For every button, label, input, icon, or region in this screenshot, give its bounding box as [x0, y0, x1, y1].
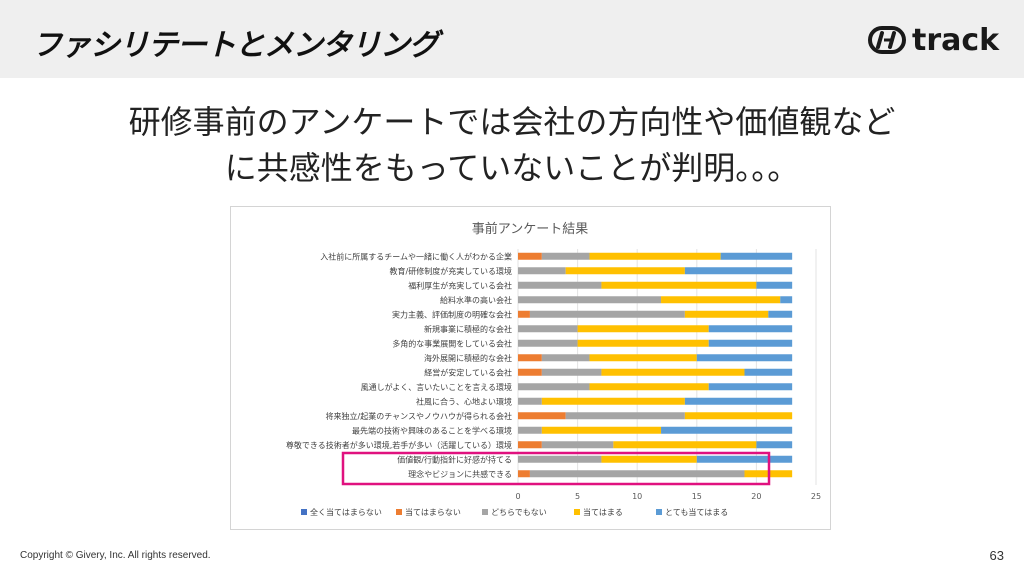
bar-segment — [684, 267, 793, 275]
bar-segment — [601, 281, 757, 289]
bar-segment — [601, 455, 697, 463]
category-label: 最先端の技術や興味のあることを学べる環境 — [352, 425, 512, 435]
category-label: 新規事業に積極的な会社 — [424, 324, 512, 334]
bar-segment — [518, 441, 542, 449]
bar-segment — [518, 368, 542, 376]
legend-label: 当てはまる — [583, 507, 623, 517]
header-bar: ファシリテートとメンタリング track — [0, 0, 1024, 78]
category-label: 多角的な事業展開をしている会社 — [392, 338, 512, 348]
bar-segment — [708, 325, 793, 333]
bar-segment — [589, 252, 721, 260]
category-label: 給料水準の高い会社 — [440, 295, 512, 305]
bar-segment — [684, 412, 793, 420]
bar-segment — [613, 441, 757, 449]
category-label: 将来独立/起業のチャンスやノウハウが得られる会社 — [326, 411, 512, 421]
bar-segment — [518, 296, 662, 304]
bar-segment — [518, 397, 542, 405]
x-tick-label: 20 — [751, 492, 761, 501]
slide-title: ファシリテートとメンタリング — [32, 28, 439, 63]
bar-segment — [780, 296, 793, 304]
bar-segment — [601, 368, 745, 376]
bar-segment — [541, 354, 590, 362]
track-logo: track — [868, 20, 999, 60]
bar-segment — [756, 281, 793, 289]
bar-segment — [696, 455, 793, 463]
category-label: 福利厚生が充実している会社 — [408, 280, 512, 290]
track-logo-icon — [868, 26, 906, 54]
headline-line-1: 研修事前のアンケートでは会社の方向性や価値観など — [128, 103, 896, 141]
copyright: Copyright © Givery, Inc. All rights rese… — [20, 550, 211, 561]
bar-segment — [684, 310, 769, 318]
legend-swatch — [656, 509, 662, 515]
x-tick-label: 15 — [692, 492, 702, 501]
bar-segment — [577, 339, 709, 347]
bar-segment — [768, 310, 793, 318]
bar-segment — [565, 412, 685, 420]
headline-line-2: に共感性をもっていないことが判明。。。 — [224, 149, 800, 187]
bar-segment — [518, 354, 542, 362]
category-label: 実力主義、評価制度の明確な会社 — [392, 309, 512, 319]
legend-label: 当てはまらない — [405, 507, 461, 517]
bar-segment — [541, 252, 590, 260]
category-label: 社風に合う、心地よい環境 — [416, 396, 512, 406]
survey-chart: 事前アンケート結果 0 5 10 15 20 25 入社前に所属するチームや一緒に働く人がわか… — [230, 206, 831, 530]
page-number: 63 — [989, 548, 1004, 563]
bar-segment — [518, 252, 542, 260]
bar-segment — [661, 426, 793, 434]
x-tick-label: 25 — [811, 492, 821, 501]
bar-segment — [708, 383, 793, 391]
bar-segment — [518, 383, 590, 391]
bar-segment — [696, 354, 793, 362]
bar-segment — [541, 441, 614, 449]
bar-segment — [720, 252, 793, 260]
category-label: 経営が安定している会社 — [424, 367, 512, 377]
bar-segment — [518, 339, 578, 347]
bar-segment — [684, 397, 793, 405]
bar-segment — [756, 441, 793, 449]
x-tick-label: 10 — [632, 492, 642, 501]
bar-segment — [577, 325, 709, 333]
bar-segment — [708, 339, 793, 347]
logo-text: track — [912, 22, 1000, 58]
legend-swatch — [396, 509, 402, 515]
legend-swatch — [574, 509, 580, 515]
bar-segment — [518, 310, 530, 318]
category-label: 教育/研修制度が充実している環境 — [390, 266, 512, 276]
category-label: 入社前に所属するチームや一緒に働く人がわかる企業 — [320, 251, 512, 261]
bar-segment — [589, 383, 709, 391]
category-label: 価値観/行動指針に好感が持てる — [397, 454, 512, 464]
legend-swatch — [301, 509, 307, 515]
bar-segment — [744, 368, 793, 376]
bar-segment — [661, 296, 781, 304]
legend-label: どちらでもない — [491, 508, 547, 517]
legend-label: とても当てはまる — [665, 507, 728, 517]
bar-segment — [565, 267, 685, 275]
highlight-box — [341, 451, 771, 486]
survey-chart-svg: 事前アンケート結果 0 5 10 15 20 25 入社前に所属するチームや一緒に働く人がわか… — [286, 221, 821, 517]
legend-swatch — [482, 509, 488, 515]
bar-segment — [529, 310, 685, 318]
bar-segment — [589, 354, 697, 362]
bar-segment — [518, 267, 566, 275]
bar-segment — [518, 281, 602, 289]
bar-segment — [518, 470, 530, 478]
x-tick-label: 0 — [515, 492, 520, 501]
legend-label: 全く当てはまらない — [310, 507, 382, 517]
chart-title: 事前アンケート結果 — [472, 221, 588, 237]
category-label: 尊敬できる技術者が多い環境,若手が多い（活躍している）環境 — [286, 440, 512, 450]
category-label: 海外展開に積極的な会社 — [424, 353, 512, 363]
bar-segment — [518, 426, 542, 434]
bar-segment — [518, 325, 578, 333]
bar-segment — [518, 455, 602, 463]
bar-segment — [541, 426, 662, 434]
bar-segment — [541, 397, 685, 405]
bar-segment — [518, 412, 566, 420]
bar-segment — [529, 470, 745, 478]
x-tick-label: 5 — [575, 492, 580, 501]
category-label: 理念やビジョンに共感できる — [408, 469, 512, 479]
bar-segment — [541, 368, 602, 376]
category-label: 風通しがよく、言いたいことを言える環境 — [361, 382, 512, 392]
